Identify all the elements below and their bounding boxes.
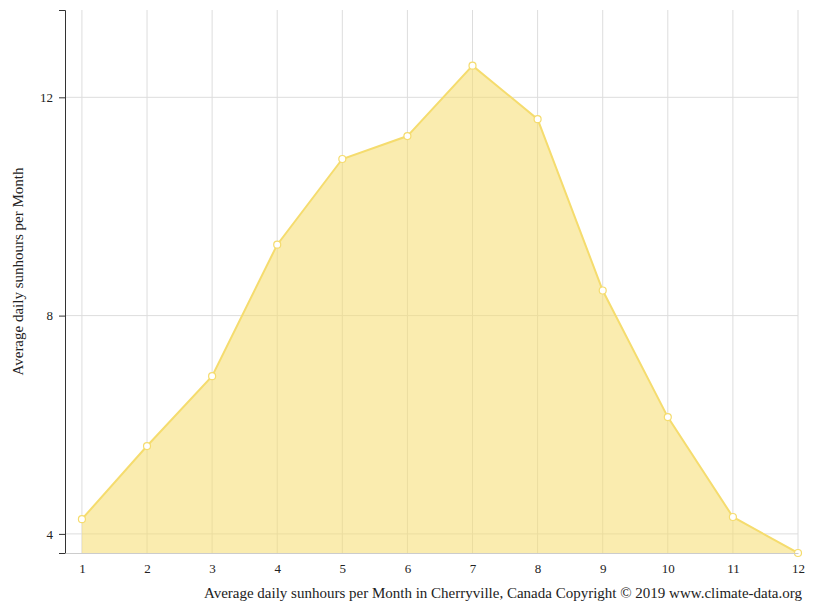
point — [404, 133, 411, 140]
x-axis-line — [66, 553, 799, 554]
x-tick-label: 4 — [274, 561, 281, 576]
point — [274, 241, 281, 248]
x-tick-label: 2 — [144, 561, 151, 576]
x-tick: 3 — [209, 553, 216, 576]
y-tick-label: 8 — [47, 308, 54, 323]
x-tick-label: 6 — [405, 561, 412, 576]
grid-line-y — [65, 97, 798, 98]
chart: 4812123456789101112Average daily sunhour… — [0, 0, 815, 611]
x-tick: 7 — [470, 553, 477, 576]
plot: 4812123456789101112 — [40, 10, 805, 576]
grid-line-x — [81, 10, 82, 553]
x-tick: 5 — [340, 553, 347, 576]
y-tick-mark — [59, 534, 65, 535]
point — [144, 443, 151, 450]
y-axis-line — [59, 11, 66, 554]
x-axis-title: Average daily sunhours per Month in Cher… — [204, 585, 803, 601]
point — [599, 287, 606, 294]
x-tick: 9 — [600, 553, 607, 576]
x-tick: 1 — [79, 553, 86, 576]
y-tick-mark — [59, 316, 65, 317]
x-axis: 123456789101112 — [66, 553, 806, 576]
x-tick-label: 12 — [792, 561, 805, 576]
point — [209, 373, 216, 380]
grid-line-x — [798, 10, 799, 553]
x-tick-label: 11 — [727, 561, 740, 576]
points — [78, 62, 801, 556]
x-tick: 6 — [405, 553, 412, 576]
point — [729, 513, 736, 520]
point — [339, 155, 346, 162]
y-axis-title: Average daily sunhours per Month — [10, 167, 26, 376]
x-tick: 10 — [662, 553, 675, 576]
grid — [65, 10, 798, 553]
x-tick-label: 8 — [535, 561, 542, 576]
area — [82, 66, 798, 553]
point — [78, 516, 85, 523]
data-area-group — [82, 66, 798, 553]
y-tick-mark — [59, 97, 65, 98]
line — [82, 66, 798, 553]
x-tick: 12 — [792, 553, 805, 576]
y-axis: 4 8 12 — [40, 11, 66, 554]
x-tick: 2 — [144, 553, 151, 576]
x-tick: 11 — [727, 553, 740, 576]
point — [469, 62, 476, 69]
x-tick: 4 — [274, 553, 281, 576]
y-tick: 12 — [40, 90, 65, 105]
x-tick-label: 3 — [209, 561, 216, 576]
y-tick-label: 12 — [40, 90, 53, 105]
y-tick: 8 — [47, 308, 66, 323]
x-tick-label: 1 — [79, 561, 86, 576]
x-tick-label: 5 — [340, 561, 347, 576]
point — [664, 414, 671, 421]
x-tick-label: 10 — [662, 561, 675, 576]
x-tick-label: 9 — [600, 561, 607, 576]
x-tick-label: 7 — [470, 561, 477, 576]
x-tick: 8 — [535, 553, 542, 576]
point — [534, 116, 541, 123]
y-tick: 4 — [47, 527, 66, 542]
grid-line-x — [732, 10, 733, 553]
y-tick-label: 4 — [47, 527, 54, 542]
